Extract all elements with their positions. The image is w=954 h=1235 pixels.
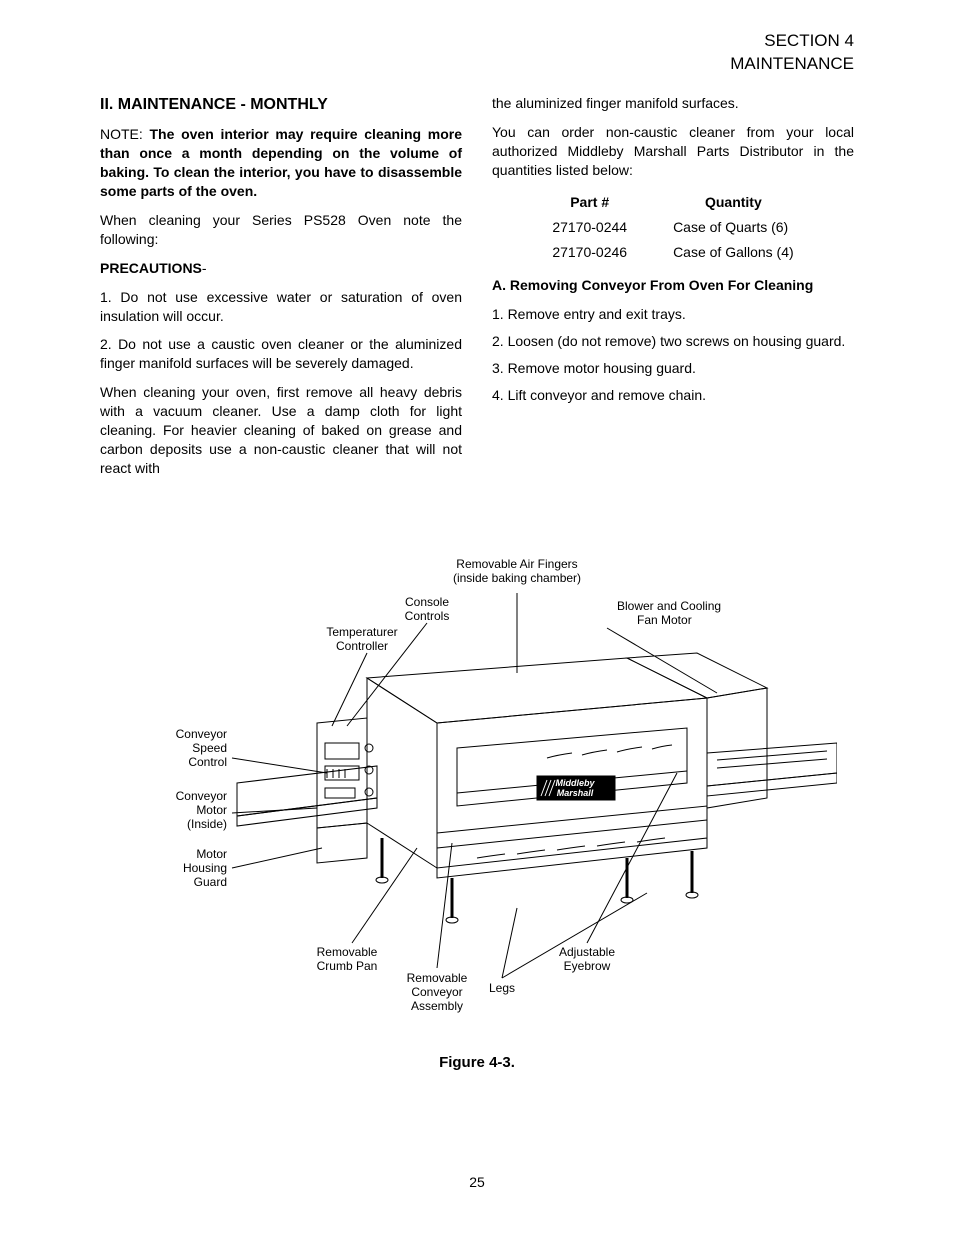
page-number: 25 <box>100 1173 854 1192</box>
label-convassy-3: Assembly <box>411 999 463 1013</box>
label-blower-1: Blower and Cooling <box>617 599 721 613</box>
label-console-2: Controls <box>405 609 450 623</box>
section-title: MAINTENANCE <box>100 53 854 76</box>
table-row: 27170-0244 Case of Quarts (6) <box>530 216 815 239</box>
intro-paragraph: When cleaning your Series PS528 Oven not… <box>100 211 462 249</box>
precaution-1: 1. Do not use excessive water or saturat… <box>100 288 462 326</box>
order-paragraph: You can order non-caustic cleaner from y… <box>492 123 854 180</box>
note-paragraph: NOTE: The oven interior may require clea… <box>100 125 462 201</box>
quantity-cell: Case of Gallons (4) <box>651 241 816 264</box>
label-speed-1: Conveyor <box>176 727 227 741</box>
brand-label-1: Middleby <box>555 778 595 788</box>
precautions-label: PRECAUTIONS <box>100 260 202 276</box>
table-row: 27170-0246 Case of Gallons (4) <box>530 241 815 264</box>
note-bold-text: The oven interior may require cleaning m… <box>100 126 462 199</box>
two-column-layout: II. MAINTENANCE - MONTHLY NOTE: The oven… <box>100 94 854 488</box>
quantity-cell: Case of Quarts (6) <box>651 216 816 239</box>
precaution-2: 2. Do not use a caustic oven cleaner or … <box>100 335 462 373</box>
label-eyebrow-1: Adjustable <box>559 945 615 959</box>
label-console-1: Console <box>405 595 449 609</box>
label-speed-3: Control <box>188 755 227 769</box>
maintenance-heading: II. MAINTENANCE - MONTHLY <box>100 94 462 116</box>
step-item: 4. Lift conveyor and remove chain. <box>492 386 854 405</box>
subsection-a-heading: A. Removing Conveyor From Oven For Clean… <box>492 276 854 295</box>
cleaning-paragraph: When cleaning your oven, first remove al… <box>100 383 462 477</box>
label-temp-1: Temperaturer <box>326 625 397 639</box>
label-convmotor-2: Motor <box>196 803 227 817</box>
label-air-fingers-2: (inside baking chamber) <box>453 571 581 585</box>
label-blower-2: Fan Motor <box>637 613 692 627</box>
label-crumb-2: Crumb Pan <box>317 959 378 973</box>
precautions-heading: PRECAUTIONS- <box>100 259 462 278</box>
continuation-paragraph: the aluminized finger manifold surfaces. <box>492 94 854 113</box>
col-header-part: Part # <box>530 191 649 214</box>
oven-diagram-svg: Middleby Marshall Removable Air Fingers … <box>117 548 837 1018</box>
part-number-cell: 27170-0244 <box>530 216 649 239</box>
label-housing-3: Guard <box>194 875 227 889</box>
part-number-cell: 27170-0246 <box>530 241 649 264</box>
page-header: SECTION 4 MAINTENANCE <box>100 30 854 76</box>
section-number: SECTION 4 <box>100 30 854 53</box>
label-housing-1: Motor <box>196 847 227 861</box>
step-item: 3. Remove motor housing guard. <box>492 359 854 378</box>
label-crumb-1: Removable <box>317 945 378 959</box>
label-convmotor-1: Conveyor <box>176 789 227 803</box>
step-item: 2. Loosen (do not remove) two screws on … <box>492 332 854 351</box>
label-speed-2: Speed <box>192 741 227 755</box>
figure-4-3: Middleby Marshall Removable Air Fingers … <box>100 548 854 1073</box>
label-housing-2: Housing <box>183 861 227 875</box>
label-eyebrow-2: Eyebrow <box>564 959 611 973</box>
table-header-row: Part # Quantity <box>530 191 815 214</box>
steps-list: 1. Remove entry and exit trays. 2. Loose… <box>492 305 854 405</box>
note-label: NOTE: <box>100 126 143 142</box>
figure-caption: Figure 4-3. <box>100 1053 854 1073</box>
label-convassy-2: Conveyor <box>411 985 462 999</box>
label-convmotor-3: (Inside) <box>187 817 227 831</box>
parts-table: Part # Quantity 27170-0244 Case of Quart… <box>528 189 817 266</box>
step-item: 1. Remove entry and exit trays. <box>492 305 854 324</box>
left-column: II. MAINTENANCE - MONTHLY NOTE: The oven… <box>100 94 462 488</box>
right-column: the aluminized finger manifold surfaces.… <box>492 94 854 488</box>
label-air-fingers-1: Removable Air Fingers <box>456 557 577 571</box>
brand-label-2: Marshall <box>557 788 594 798</box>
label-legs: Legs <box>489 981 515 995</box>
col-header-qty: Quantity <box>651 191 816 214</box>
label-convassy-1: Removable <box>407 971 468 985</box>
label-temp-2: Controller <box>336 639 388 653</box>
